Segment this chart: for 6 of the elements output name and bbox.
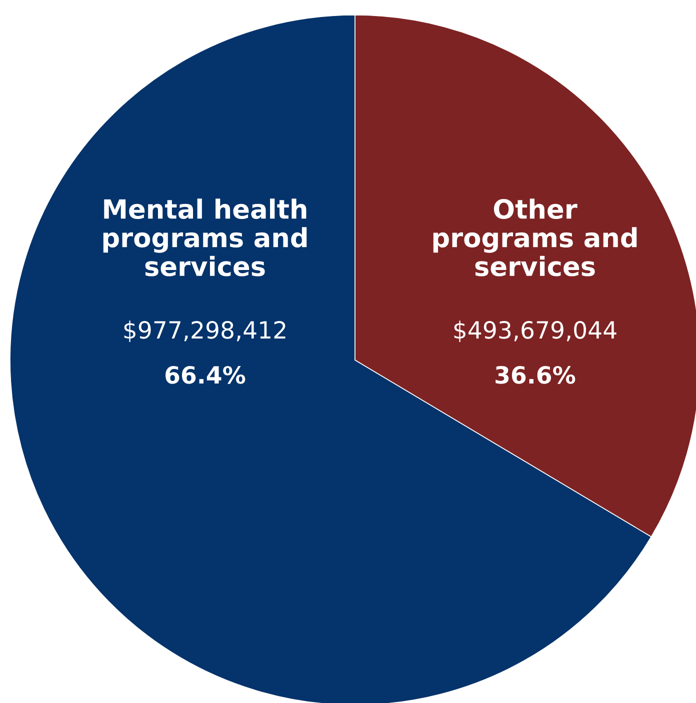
text: 66.4% (166, 366, 246, 384)
slice-label: Other programs and services (433, 198, 637, 276)
text: 36.6% (496, 366, 576, 384)
data-label: $493,679,044 (454, 320, 616, 342)
data-label: $977,298,412 (124, 320, 286, 342)
slice-label: Mental health programs and services (103, 198, 307, 276)
